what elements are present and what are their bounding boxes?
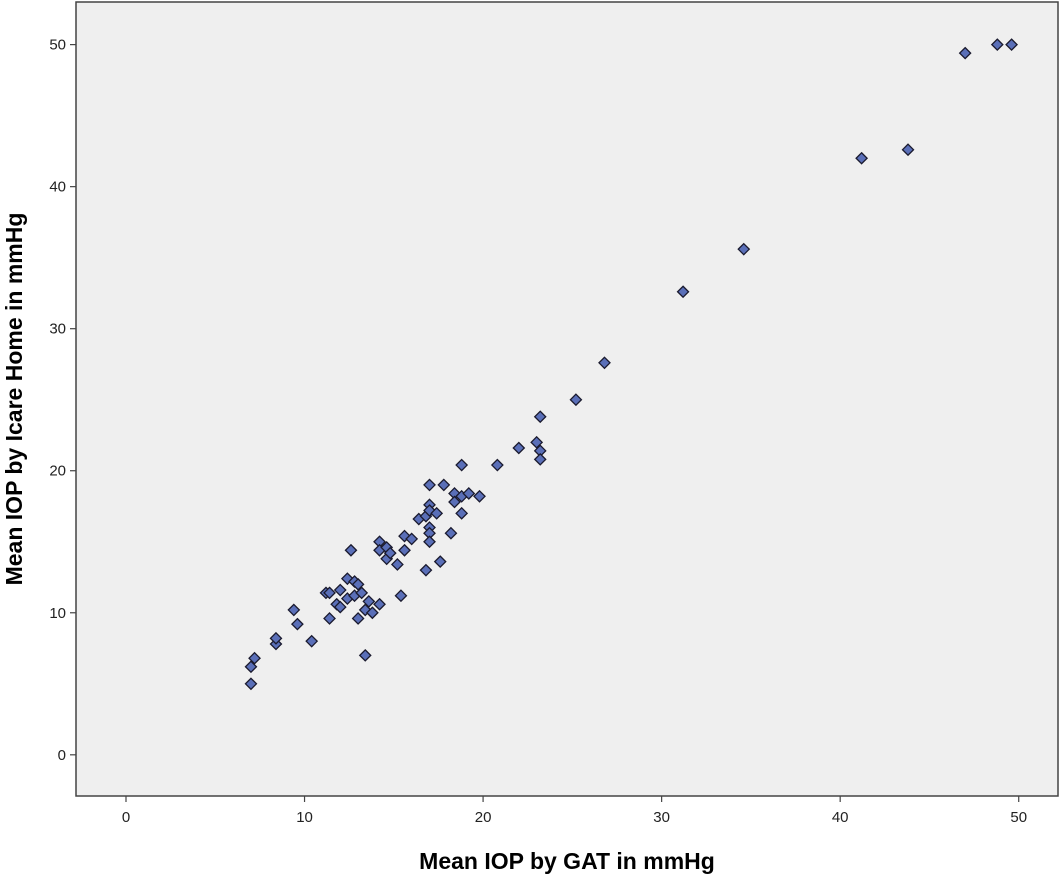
data-point <box>533 410 547 424</box>
data-point <box>362 594 376 608</box>
data-point <box>737 242 751 256</box>
y-tick-label: 30 <box>49 321 66 338</box>
y-tick-label: 40 <box>49 179 66 196</box>
data-point <box>430 506 444 520</box>
plot-area <box>75 1 1059 797</box>
data-point <box>569 393 583 407</box>
data-point <box>1005 38 1018 52</box>
data-point <box>423 535 436 549</box>
y-tick-label: 50 <box>49 37 66 54</box>
data-point <box>287 603 301 617</box>
data-point <box>676 285 690 299</box>
y-tick-label: 0 <box>58 747 66 764</box>
data-point <box>383 546 397 560</box>
data-point <box>855 151 869 165</box>
x-axis: 0 10 20 30 40 50 <box>122 796 1027 826</box>
data-point <box>512 441 526 455</box>
data-point <box>455 506 469 520</box>
data-point <box>598 356 611 370</box>
data-point <box>423 504 436 517</box>
x-tick-label: 10 <box>296 809 313 826</box>
data-point <box>437 478 451 492</box>
x-tick-label: 50 <box>1010 809 1027 826</box>
y-axis-title: Mean IOP by Icare Home in mmHg <box>1 213 27 586</box>
data-point <box>333 583 347 597</box>
data-point <box>533 452 547 466</box>
data-point <box>248 651 261 665</box>
data-point <box>448 495 461 509</box>
data-points <box>244 38 1018 691</box>
data-point <box>269 631 283 645</box>
y-axis: 0 10 20 30 40 50 <box>49 37 76 764</box>
data-point <box>373 597 386 611</box>
data-point <box>394 589 408 603</box>
data-point <box>444 526 458 540</box>
x-tick-label: 30 <box>653 809 670 826</box>
data-point <box>358 648 372 662</box>
data-point <box>355 586 369 600</box>
data-point <box>419 563 433 577</box>
data-point <box>344 543 358 557</box>
data-point <box>398 543 411 557</box>
data-point <box>455 458 469 472</box>
y-tick-label: 10 <box>49 605 66 622</box>
data-point <box>244 660 258 674</box>
data-point <box>351 612 365 625</box>
x-axis-title: Mean IOP by GAT in mmHg <box>419 848 715 874</box>
x-tick-label: 0 <box>122 809 130 826</box>
data-point <box>462 487 476 500</box>
data-point <box>423 478 436 492</box>
data-point <box>323 612 336 625</box>
data-point <box>405 532 419 546</box>
data-point <box>365 606 379 620</box>
x-tick-label: 20 <box>475 809 492 826</box>
data-point <box>333 600 347 614</box>
data-point <box>290 617 304 631</box>
data-point <box>958 46 972 60</box>
data-point <box>473 489 486 503</box>
data-point <box>351 577 365 591</box>
data-point <box>433 555 447 569</box>
x-tick-label: 40 <box>832 809 849 826</box>
data-point <box>305 634 319 648</box>
data-point <box>901 143 915 157</box>
data-point <box>530 435 544 449</box>
data-point <box>390 558 404 571</box>
data-point <box>990 38 1004 52</box>
data-point <box>323 586 336 600</box>
data-point <box>490 458 504 472</box>
data-point <box>244 677 258 691</box>
y-tick-label: 20 <box>49 463 66 480</box>
